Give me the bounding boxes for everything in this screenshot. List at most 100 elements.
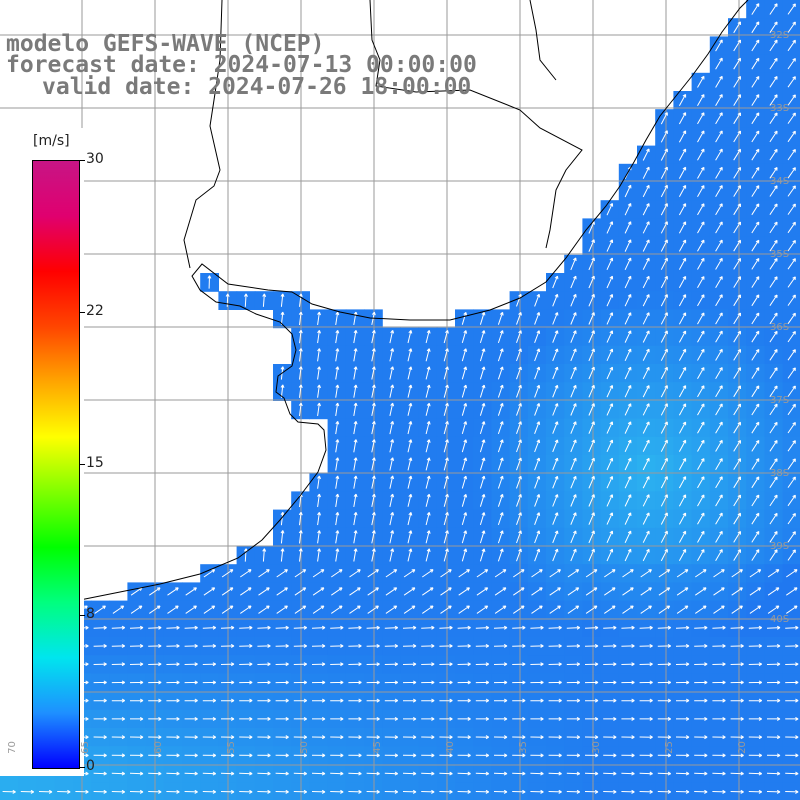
- wind-arrow: [733, 512, 741, 525]
- wind-arrow: [275, 753, 289, 758]
- wind-arrow: [548, 698, 562, 703]
- wind-arrow: [239, 662, 253, 667]
- wind-arrow: [129, 735, 144, 740]
- wind-arrow: [407, 348, 413, 362]
- wind-arrow: [570, 312, 577, 325]
- wind-arrow: [203, 587, 216, 596]
- wind-arrow: [675, 643, 690, 648]
- wind-arrow: [678, 93, 687, 107]
- wind-arrow: [479, 548, 486, 562]
- wind-arrow: [715, 476, 723, 489]
- longitude-label: 65: [79, 741, 91, 754]
- wind-arrow: [785, 643, 799, 648]
- wind-arrow: [534, 293, 541, 307]
- wind-arrow: [497, 493, 504, 507]
- wind-arrow: [697, 549, 705, 561]
- wind-arrow: [660, 403, 668, 416]
- wind-arrow: [366, 662, 380, 667]
- wind-arrow: [588, 275, 595, 289]
- wind-arrow: [751, 421, 760, 434]
- wind-arrow: [769, 185, 778, 197]
- wind-arrow: [697, 403, 705, 416]
- wind-arrow: [220, 643, 235, 648]
- wind-arrow: [751, 476, 760, 489]
- wind-arrow: [317, 493, 321, 507]
- wind-arrow: [751, 112, 760, 125]
- wind-arrow: [335, 329, 340, 344]
- wind-arrow: [280, 530, 285, 544]
- wind-arrow: [203, 605, 216, 614]
- latitude-label: 36S: [770, 322, 790, 333]
- wind-arrow: [457, 643, 471, 648]
- wind-arrow: [751, 257, 760, 270]
- longitude-label: 60: [152, 741, 164, 754]
- wind-arrow: [751, 348, 760, 361]
- wind-arrow: [642, 548, 650, 562]
- wind-arrow: [185, 587, 197, 596]
- wind-arrow: [516, 548, 522, 562]
- wind-arrow: [516, 457, 522, 471]
- wind-arrow: [513, 605, 525, 614]
- wind-arrow: [75, 789, 89, 794]
- wind-arrow: [769, 76, 778, 88]
- wind-arrow: [675, 789, 690, 794]
- wind-arrow: [678, 203, 687, 216]
- wind-arrow: [275, 643, 289, 648]
- wind-arrow: [240, 605, 252, 614]
- wind-arrow: [407, 548, 413, 562]
- border-line: [369, 0, 583, 249]
- wind-arrow: [384, 625, 399, 630]
- wind-arrow: [678, 403, 687, 416]
- wind-arrow: [570, 257, 577, 271]
- wind-arrow: [530, 753, 544, 758]
- wind-arrow: [675, 735, 690, 740]
- wind-arrow: [516, 530, 522, 544]
- wind-arrow: [443, 512, 449, 526]
- wind-arrow: [130, 716, 144, 721]
- wind-arrow: [371, 475, 376, 489]
- wind-arrow: [184, 716, 198, 721]
- wind-arrow: [642, 385, 650, 398]
- wind-arrow: [570, 512, 577, 525]
- wind-arrow: [512, 735, 526, 740]
- wind-arrow: [93, 625, 107, 630]
- wind-arrow: [694, 698, 708, 703]
- wind-arrow: [479, 512, 486, 526]
- wind-arrow: [461, 475, 468, 489]
- wind-arrow: [371, 457, 376, 471]
- wind-arrow: [749, 605, 762, 614]
- wind-arrow: [111, 662, 126, 667]
- wind-arrow: [425, 330, 431, 344]
- wind-arrow: [93, 753, 107, 758]
- wind-arrow: [443, 548, 449, 562]
- wind-arrow: [730, 735, 744, 740]
- wind-arrow: [766, 680, 781, 685]
- wind-arrow: [497, 475, 504, 489]
- wind-arrow: [202, 789, 217, 794]
- wind-arrow: [621, 643, 635, 648]
- wind-arrow: [642, 494, 650, 507]
- wind-arrow: [531, 587, 543, 596]
- wind-arrow: [787, 76, 796, 88]
- wind-arrow: [766, 662, 781, 667]
- wind-arrow: [534, 312, 541, 325]
- wind-arrow: [769, 148, 778, 161]
- wind-arrow: [530, 789, 544, 794]
- wind-arrow: [660, 348, 668, 361]
- wind-arrow: [642, 512, 650, 525]
- wind-arrow: [785, 662, 799, 667]
- wind-arrow: [148, 753, 162, 758]
- wind-arrow: [202, 662, 217, 667]
- wind-arrow: [389, 366, 395, 380]
- wind-arrow: [552, 403, 559, 416]
- wind-arrow: [534, 421, 541, 434]
- wind-arrow: [785, 789, 799, 794]
- wind-arrow: [220, 680, 235, 685]
- wind-arrow: [421, 735, 435, 740]
- wind-arrow: [697, 458, 705, 470]
- wind-arrow: [512, 662, 526, 667]
- wind-arrow: [298, 548, 303, 562]
- latitude-label: 33S: [770, 103, 790, 114]
- wind-arrow: [748, 698, 763, 703]
- wind-arrow: [317, 475, 321, 489]
